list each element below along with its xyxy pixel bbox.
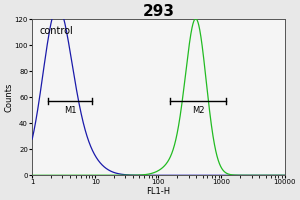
- Title: 293: 293: [142, 4, 174, 19]
- X-axis label: FL1-H: FL1-H: [146, 187, 170, 196]
- Text: M2: M2: [192, 106, 204, 115]
- Y-axis label: Counts: Counts: [4, 83, 13, 112]
- Text: control: control: [39, 26, 73, 36]
- Text: M1: M1: [64, 106, 76, 115]
